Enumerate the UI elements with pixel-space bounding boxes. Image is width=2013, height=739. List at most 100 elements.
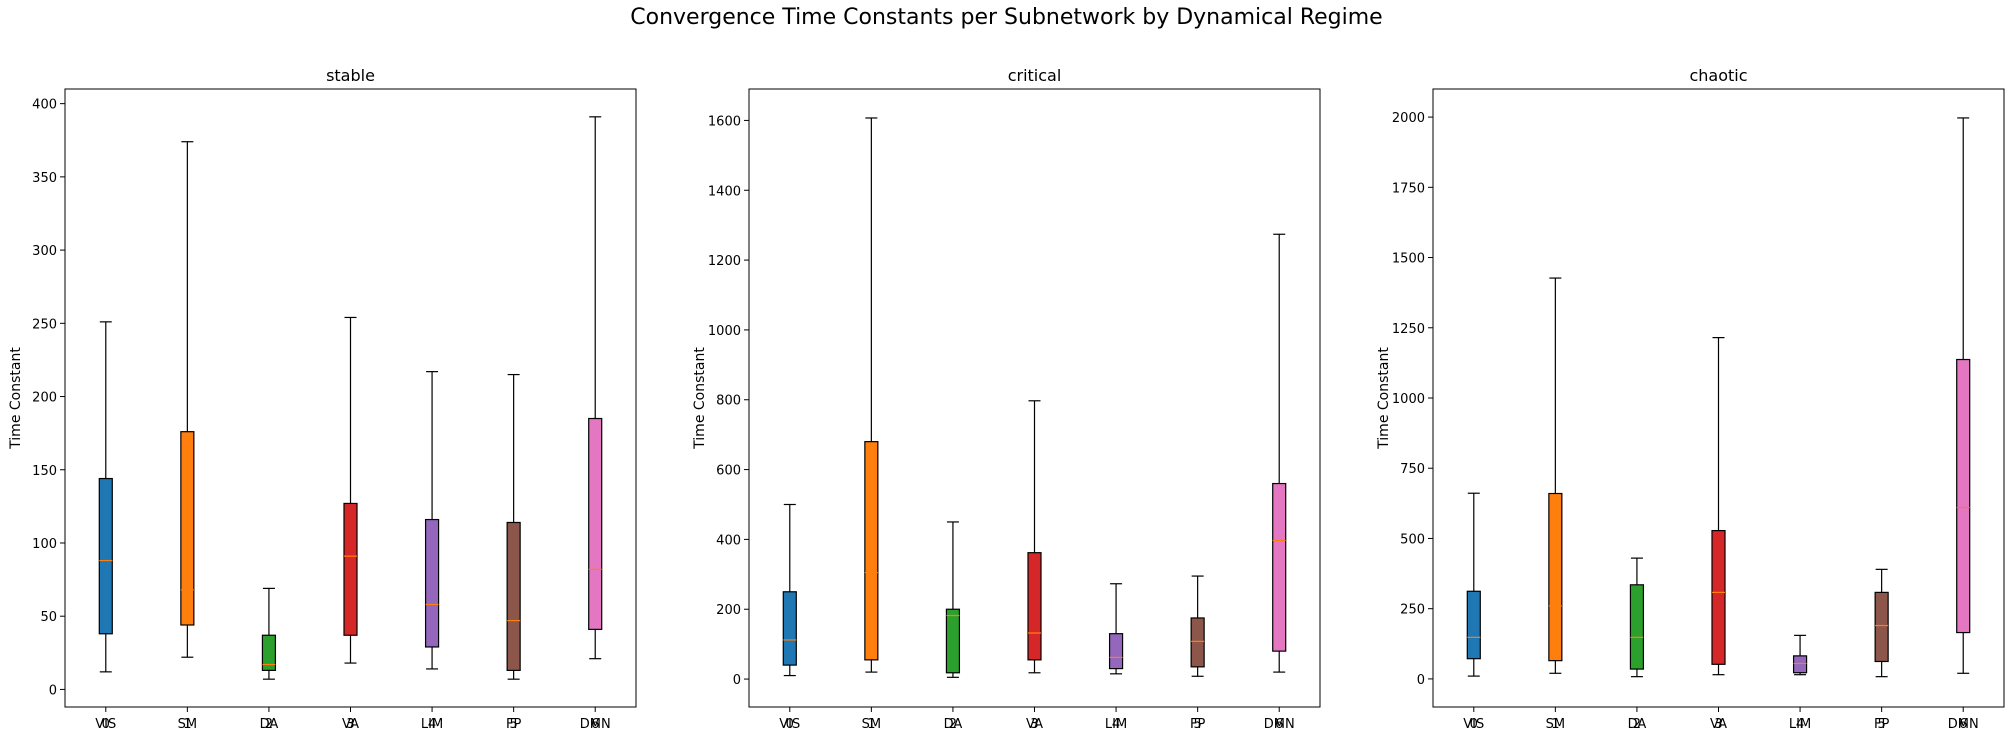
x-tick-label: SM	[1546, 717, 1565, 732]
x-tick-label: 4	[1796, 717, 1804, 732]
box-FP	[506, 373, 521, 680]
box-body	[588, 417, 603, 630]
y-tick-label: 400	[716, 533, 741, 548]
box-DMN	[588, 116, 603, 660]
y-axis-label: Time Constant	[8, 347, 24, 450]
y-tick-label: 400	[32, 98, 57, 113]
x-tick-label: 6	[1959, 717, 1967, 732]
box-FP	[1190, 575, 1205, 677]
x-tick-label: 0	[786, 717, 794, 732]
x-tick-label: SM	[862, 717, 881, 732]
box-body	[945, 608, 961, 674]
box-body	[1874, 591, 1889, 663]
y-axis-label: Time Constant	[1376, 347, 1392, 450]
y-tick-label: 750	[1400, 462, 1425, 477]
box-SM	[180, 141, 195, 658]
y-tick-label: 1000	[1392, 392, 1425, 407]
x-tick-label: 5	[1194, 717, 1202, 732]
x-tick-label: 4	[1112, 717, 1120, 732]
y-tick-label: 100	[32, 537, 57, 552]
y-tick-label: 350	[32, 171, 57, 186]
x-tick-label: VIS	[95, 717, 116, 732]
box-body	[1272, 482, 1287, 652]
x-tick-label: DMN	[1264, 717, 1295, 732]
x-tick-label: 2	[1633, 717, 1641, 732]
y-axis-label: Time Constant	[692, 347, 708, 450]
x-tick-label: FP	[1874, 717, 1889, 732]
y-tick-label: 150	[32, 464, 57, 479]
x-tick-label: 5	[1878, 717, 1886, 732]
y-tick-label: 200	[32, 391, 57, 406]
box-body	[1190, 617, 1205, 668]
box-DMN	[1956, 117, 1971, 674]
x-tick-label: FP	[506, 717, 521, 732]
x-tick-label: 0	[102, 717, 110, 732]
x-tick-label: LIM	[1789, 717, 1811, 732]
box-body	[424, 518, 440, 648]
box-body	[1956, 358, 1971, 634]
x-tick-label: DA	[1628, 717, 1647, 732]
y-tick-label: 250	[32, 317, 57, 332]
x-tick-label: 0	[1470, 717, 1478, 732]
box-body	[1711, 529, 1726, 665]
box-body	[343, 502, 358, 636]
box-VIS	[98, 321, 113, 673]
y-tick-label: 1400	[708, 184, 741, 199]
y-tick-label: 1500	[1392, 252, 1425, 267]
x-tick-label: 3	[346, 717, 354, 732]
axes-frame	[748, 88, 1321, 708]
box-body	[1629, 584, 1645, 670]
y-tick-label: 1200	[708, 254, 741, 269]
box-DMN	[1272, 233, 1287, 673]
box-SM	[864, 117, 879, 673]
box-VA	[343, 316, 358, 664]
y-tick-label: 1000	[708, 324, 741, 339]
x-tick-label: LIM	[421, 717, 443, 732]
x-tick-label: 1	[183, 717, 191, 732]
y-tick-label: 200	[716, 603, 741, 618]
x-tick-label: 1	[867, 717, 875, 732]
x-tick-label: SM	[178, 717, 197, 732]
box-body	[1792, 655, 1808, 674]
box-SM	[1548, 277, 1563, 674]
y-tick-label: 1600	[708, 114, 741, 129]
x-tick-label: 4	[428, 717, 436, 732]
x-tick-label: VIS	[779, 717, 800, 732]
box-LIM	[1792, 634, 1808, 676]
y-tick-label: 0	[1417, 673, 1425, 688]
y-tick-label: 0	[49, 683, 57, 698]
x-tick-label: VA	[342, 717, 359, 732]
x-tick-label: VA	[1026, 717, 1043, 732]
x-tick-label: DA	[944, 717, 963, 732]
x-tick-label: 6	[1275, 717, 1283, 732]
box-DA	[945, 521, 961, 678]
box-LIM	[1108, 583, 1124, 675]
box-body	[782, 591, 797, 666]
box-DA	[1629, 557, 1645, 678]
box-body	[261, 634, 277, 671]
subplot-title: stable	[326, 66, 375, 85]
figure-title: Convergence Time Constants per Subnetwor…	[630, 5, 1383, 30]
x-tick-label: 1	[1551, 717, 1559, 732]
box-body	[1548, 492, 1563, 662]
box-VA	[1711, 337, 1726, 676]
x-tick-label: FP	[1190, 717, 1205, 732]
box-LIM	[424, 371, 440, 670]
x-tick-label: 6	[591, 717, 599, 732]
x-tick-label: VA	[1710, 717, 1727, 732]
y-tick-label: 600	[716, 464, 741, 479]
y-tick-label: 50	[40, 610, 57, 625]
y-tick-label: 250	[1400, 603, 1425, 618]
y-tick-label: 1250	[1392, 322, 1425, 337]
y-tick-label: 800	[716, 394, 741, 409]
box-body	[98, 477, 113, 635]
box-VA	[1027, 400, 1042, 674]
x-tick-label: 5	[510, 717, 518, 732]
x-tick-label: 2	[265, 717, 273, 732]
box-VIS	[1466, 492, 1481, 677]
x-tick-label: 3	[1714, 717, 1722, 732]
